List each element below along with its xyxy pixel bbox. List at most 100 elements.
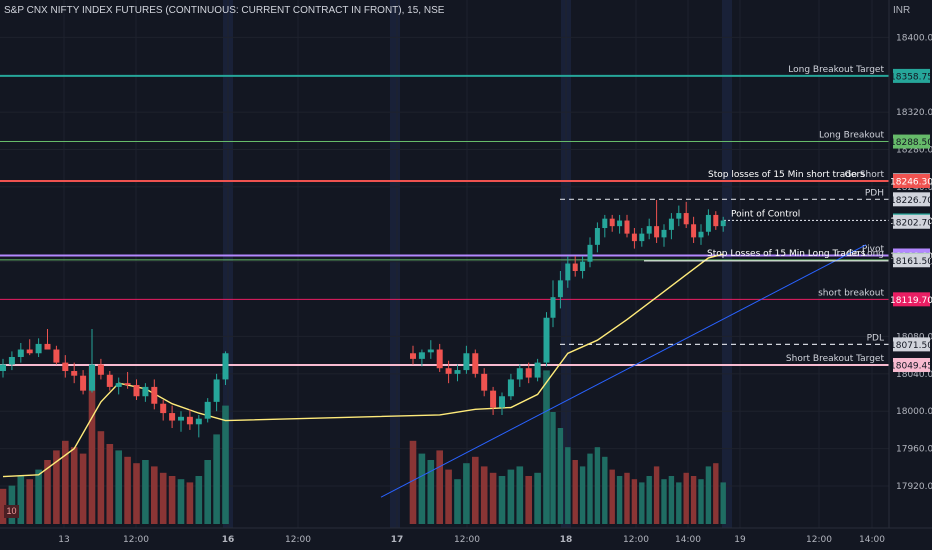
candle-body <box>410 353 416 359</box>
candle <box>160 399 167 421</box>
candle-body <box>683 213 689 225</box>
trendline-segment <box>380 244 867 498</box>
volume-bar <box>463 463 470 524</box>
volume-bar <box>480 466 488 524</box>
candle <box>0 358 6 378</box>
x-tick-label: 18 <box>560 535 573 545</box>
candle <box>62 355 69 378</box>
candle-body <box>698 231 704 238</box>
candle <box>186 409 193 430</box>
candle <box>151 379 158 410</box>
y-tick-label: 17920.00 <box>896 482 932 492</box>
volume-bar <box>720 482 726 524</box>
volume-bar <box>222 405 229 524</box>
candle-body <box>639 233 645 242</box>
corner-badge: 10 <box>4 505 19 518</box>
candle-body <box>186 416 193 425</box>
level-label-10: short breakout <box>818 288 884 298</box>
volume-bar <box>550 412 556 524</box>
candle-body <box>676 213 682 219</box>
candle-body <box>115 383 122 387</box>
volume-bar <box>186 482 194 524</box>
volume-bar <box>26 479 33 524</box>
candle-body <box>178 416 184 421</box>
candle-body <box>204 401 211 419</box>
candle <box>133 379 140 400</box>
candle-body <box>654 226 660 238</box>
volume-bar <box>646 476 652 524</box>
y-tick-label: 18400.00 <box>896 33 932 43</box>
candle <box>8 351 15 371</box>
volume-bar <box>454 479 461 524</box>
x-tick-label: 12:00 <box>806 535 832 545</box>
volume-bar <box>8 485 16 524</box>
candle-body <box>436 349 443 369</box>
candle-body <box>646 226 652 234</box>
candle <box>676 205 682 227</box>
volume-bar <box>557 428 564 524</box>
volume-bar <box>690 476 697 524</box>
candle-body <box>26 349 33 354</box>
x-tick-label: 14:00 <box>859 535 885 545</box>
volume-bar <box>653 466 660 524</box>
candle-body <box>668 218 674 230</box>
candle <box>617 214 623 234</box>
candle <box>668 213 674 240</box>
candle-body <box>0 364 6 372</box>
candle-body <box>62 362 69 372</box>
level-label-7: Pivot <box>862 244 885 254</box>
candle-body <box>463 353 470 371</box>
volume-bar <box>489 472 497 524</box>
candle-body <box>35 343 42 354</box>
candle-body <box>631 233 637 242</box>
level-label-1: Long Breakout <box>819 131 884 141</box>
volume-bar <box>565 447 571 524</box>
price-badge-11 <box>893 337 930 352</box>
session-separator-1 <box>390 0 400 528</box>
candle <box>661 224 667 247</box>
candle-body <box>106 374 113 387</box>
volume-bar <box>427 460 435 524</box>
price-badge-text-3: 18246.30 <box>890 178 932 188</box>
volume-bar <box>177 479 185 524</box>
candle-body <box>133 385 140 397</box>
trendline[interactable] <box>380 244 867 498</box>
candle <box>418 349 425 367</box>
volume-bar <box>195 476 203 524</box>
price-badge-6 <box>893 214 930 229</box>
candle-body <box>720 220 726 227</box>
candle-body <box>580 261 586 272</box>
volume-bar <box>516 466 524 524</box>
candle <box>572 256 578 277</box>
candle <box>436 343 443 372</box>
candle <box>445 360 452 384</box>
candle <box>481 368 488 397</box>
candle-body <box>705 214 711 232</box>
candle-body <box>472 353 479 374</box>
volume-bar <box>713 463 719 524</box>
candle-body <box>124 383 131 386</box>
time-axis[interactable]: 13 12:00 16 12:00 17 12:00 18 12:00 14:00 19 12:00… <box>58 535 885 545</box>
candle <box>534 358 541 382</box>
candle-body <box>481 373 488 391</box>
price-badge-text-12: 18049.45 <box>890 361 932 371</box>
candle-body <box>195 418 202 425</box>
volume-bar <box>616 476 623 524</box>
volume-bars <box>0 364 726 524</box>
volume-bar <box>594 447 601 524</box>
price-badge-12 <box>893 357 930 372</box>
volume-bar <box>44 460 51 524</box>
candlestick-series[interactable] <box>0 199 726 438</box>
candle-body <box>525 368 532 378</box>
candle <box>516 364 523 387</box>
volume-bar <box>445 469 452 524</box>
x-tick-label: 19 <box>734 535 746 545</box>
candle-body <box>151 386 158 404</box>
price-badge-10 <box>893 292 930 307</box>
volume-bar <box>142 460 149 524</box>
candle-body <box>594 228 600 245</box>
vwap-path <box>2 253 724 478</box>
horizontal-levels[interactable]: Long Breakout Target Long Breakout Go Shor… <box>0 65 889 366</box>
candle <box>213 373 220 412</box>
